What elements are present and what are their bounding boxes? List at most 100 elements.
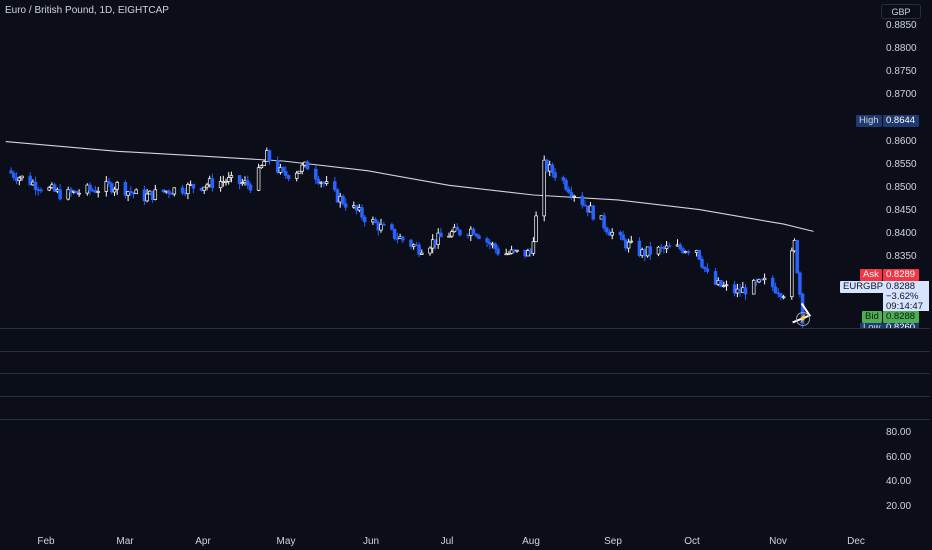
- candle-body: [474, 233, 478, 237]
- candle: [436, 228, 440, 249]
- candle: [360, 204, 364, 221]
- candle: [202, 186, 206, 194]
- candle: [382, 221, 386, 226]
- candle-body: [605, 227, 609, 233]
- candle: [275, 156, 280, 175]
- candle-body: [33, 181, 38, 190]
- candle-body: [496, 248, 500, 255]
- candle-body: [602, 215, 606, 229]
- bid-label-tag: Bid: [862, 311, 882, 323]
- candle-body: [762, 277, 767, 281]
- candle: [798, 271, 802, 298]
- candle: [281, 166, 285, 174]
- price-axis-label: 0.8800: [886, 43, 917, 54]
- candle-body: [107, 181, 111, 185]
- candle: [392, 228, 397, 241]
- candle-body: [458, 229, 462, 236]
- candle-body: [515, 249, 519, 252]
- candle-body: [104, 181, 109, 192]
- candle-body: [681, 248, 685, 254]
- candle: [335, 188, 340, 203]
- pane-separator[interactable]: [0, 373, 930, 374]
- candle-body: [286, 175, 291, 179]
- candle-body: [123, 182, 128, 196]
- candle: [210, 173, 215, 192]
- candle-body: [205, 184, 209, 188]
- candle-body: [167, 190, 171, 194]
- candle: [126, 190, 130, 202]
- candle-body: [436, 232, 440, 245]
- moving-average-line: [5, 141, 814, 232]
- pane-separator[interactable]: [0, 328, 930, 329]
- candle: [17, 176, 22, 186]
- currency-button[interactable]: GBP: [881, 4, 921, 19]
- candle-body: [338, 195, 342, 203]
- indicator-axis-label: 40.00: [886, 476, 912, 487]
- candle-body: [428, 247, 432, 254]
- lightning-icon[interactable]: ⚡: [796, 312, 810, 326]
- candle-body: [439, 232, 443, 238]
- candle-body: [455, 226, 459, 231]
- candle: [626, 238, 631, 253]
- candle: [702, 266, 707, 273]
- time-axis-label: Dec: [847, 536, 865, 547]
- candle: [224, 178, 228, 186]
- candle-body: [281, 167, 285, 172]
- candle: [605, 226, 609, 235]
- candle: [28, 172, 32, 186]
- candle-body: [52, 184, 57, 192]
- candle: [648, 242, 653, 260]
- candle: [240, 178, 245, 186]
- candle: [790, 247, 794, 300]
- symbol-tag: EURGBP: [840, 281, 887, 293]
- candle: [420, 249, 424, 256]
- candle: [656, 246, 661, 257]
- candle: [697, 250, 702, 261]
- price-axis-label: 0.8500: [886, 182, 917, 193]
- candle: [624, 238, 628, 251]
- candle-body: [93, 189, 98, 193]
- candle-body: [656, 246, 661, 255]
- candle-body: [218, 181, 223, 189]
- candle: [667, 242, 672, 248]
- candle-body: [96, 191, 100, 193]
- candle: [618, 230, 623, 240]
- candle: [237, 175, 242, 190]
- candle-body: [373, 219, 378, 224]
- candle: [572, 194, 576, 202]
- candle-body: [379, 223, 383, 231]
- candle-body: [509, 249, 514, 254]
- candle: [77, 189, 81, 197]
- current-price-box: 0.8288 −3.62% 09:14:47: [883, 281, 929, 312]
- candle: [493, 242, 498, 254]
- candle: [267, 149, 272, 165]
- candle: [123, 180, 128, 199]
- pane-separator[interactable]: [0, 351, 930, 352]
- candle: [69, 187, 73, 197]
- pane-separator[interactable]: [0, 396, 930, 397]
- candle: [455, 223, 459, 231]
- candle: [333, 176, 337, 192]
- candle: [507, 250, 511, 256]
- candle-body: [713, 271, 718, 285]
- candle-body: [591, 205, 595, 220]
- candle: [284, 166, 288, 179]
- candle: [719, 280, 723, 288]
- candle-body: [362, 216, 367, 223]
- pane-separator[interactable]: [0, 419, 930, 420]
- candle-body: [542, 159, 546, 217]
- candle: [180, 185, 185, 196]
- candle: [477, 233, 481, 240]
- candle: [12, 170, 16, 181]
- candle: [417, 242, 421, 258]
- candle: [534, 211, 538, 243]
- candle-body: [700, 258, 704, 268]
- candle: [566, 186, 571, 194]
- candle-body: [392, 228, 397, 239]
- candle-body: [186, 184, 190, 195]
- candle: [115, 180, 119, 195]
- candle: [52, 182, 57, 193]
- candle-body: [732, 284, 737, 294]
- candle: [39, 187, 43, 194]
